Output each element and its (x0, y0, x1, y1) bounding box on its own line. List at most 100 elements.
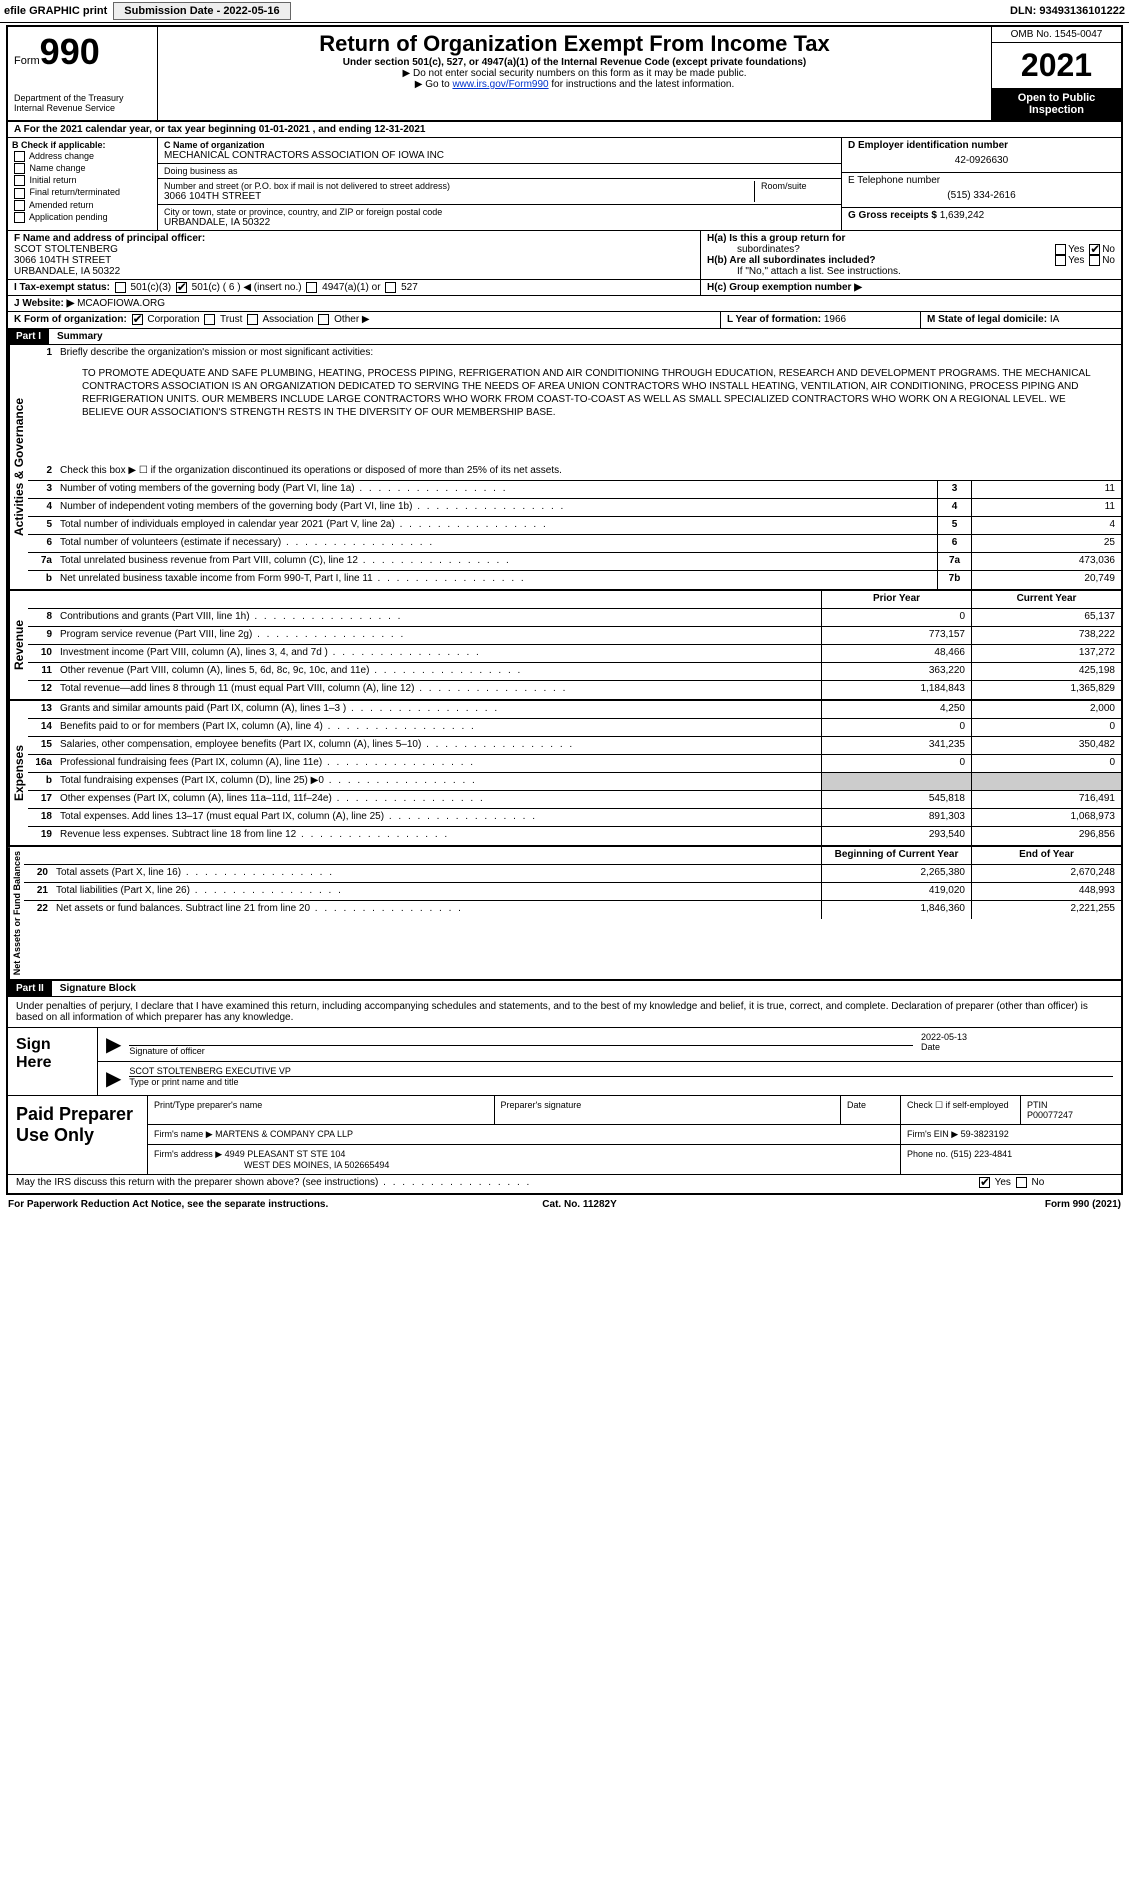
e-label: E Telephone number (848, 175, 1115, 186)
i-501c-checkbox[interactable] (176, 282, 187, 293)
b-header: B Check if applicable: (12, 140, 153, 150)
prior-year-header: Prior Year (821, 591, 971, 608)
discuss-text: May the IRS discuss this return with the… (8, 1175, 971, 1193)
row-a: A For the 2021 calendar year, or tax yea… (8, 122, 1121, 138)
ha-label2: subordinates? (707, 244, 800, 255)
arrow-icon: ▶ (106, 1032, 121, 1057)
part2-badge: Part II (8, 981, 52, 996)
k-assoc-checkbox[interactable] (247, 314, 258, 325)
gross-receipts: 1,639,242 (940, 210, 985, 221)
section-k: K Form of organization: Corporation Trus… (8, 312, 721, 327)
sig-officer-label: Signature of officer (129, 1046, 913, 1056)
row-fh: F Name and address of principal officer:… (8, 231, 1121, 280)
firm-ein-label: Firm's EIN ▶ (907, 1129, 958, 1139)
form-number: 990 (40, 31, 100, 72)
k-corp-checkbox[interactable] (132, 314, 143, 325)
org-name: MECHANICAL CONTRACTORS ASSOCIATION OF IO… (164, 150, 835, 161)
footer-mid: Cat. No. 11282Y (542, 1199, 616, 1210)
tax-year: 2021 (992, 43, 1121, 88)
section-b: B Check if applicable: Address change Na… (8, 138, 158, 230)
sig-date-label: Date (921, 1042, 1113, 1052)
block-bc: B Check if applicable: Address change Na… (8, 138, 1121, 231)
city-value: URBANDALE, IA 50322 (164, 217, 835, 228)
line-10: 10 Investment income (Part VIII, column … (28, 645, 1121, 663)
activities-governance-section: Activities & Governance 1 Briefly descri… (8, 345, 1121, 591)
revenue-section: Revenue Prior Year Current Year 8 Contri… (8, 591, 1121, 701)
firm-addr1: 4949 PLEASANT ST STE 104 (225, 1149, 346, 1159)
section-h: H(a) Is this a group return for subordin… (701, 231, 1121, 279)
dba-label: Doing business as (164, 166, 835, 176)
line-b: b Net unrelated business taxable income … (28, 571, 1121, 589)
submission-date-button[interactable]: Submission Date - 2022-05-16 (113, 2, 290, 20)
website-value: MCAOFIOWA.ORG (77, 298, 165, 309)
b-opt-1[interactable]: Name change (12, 163, 153, 174)
line-b: b Total fundraising expenses (Part IX, c… (28, 773, 1121, 791)
hb-note: If "No," attach a list. See instructions… (707, 266, 1115, 277)
line-17: 17 Other expenses (Part IX, column (A), … (28, 791, 1121, 809)
declaration-text: Under penalties of perjury, I declare th… (8, 997, 1121, 1028)
sig-date-value: 2022-05-13 (921, 1032, 1113, 1042)
irs-link[interactable]: www.irs.gov/Form990 (452, 79, 548, 90)
expenses-section: Expenses 13 Grants and similar amounts p… (8, 701, 1121, 847)
paid-preparer-row: Paid Preparer Use Only Print/Type prepar… (8, 1096, 1121, 1175)
header-center: Return of Organization Exempt From Incom… (158, 27, 991, 120)
line-6: 6 Total number of volunteers (estimate i… (28, 535, 1121, 553)
b-opt-2[interactable]: Initial return (12, 175, 153, 186)
part1-title: Summary (49, 329, 111, 344)
line-8: 8 Contributions and grants (Part VIII, l… (28, 609, 1121, 627)
b-opt-4[interactable]: Amended return (12, 200, 153, 211)
row-j: J Website: ▶ MCAOFIOWA.ORG (8, 296, 1121, 312)
open-inspection: Open to Public Inspection (992, 88, 1121, 120)
form-title: Return of Organization Exempt From Incom… (166, 31, 983, 57)
ha-no-checkbox[interactable] (1089, 244, 1100, 255)
b-opt-0[interactable]: Address change (12, 151, 153, 162)
firm-name-label: Firm's name ▶ (154, 1129, 213, 1139)
discuss-no-checkbox[interactable] (1016, 1177, 1027, 1188)
paid-preparer-label: Paid Preparer Use Only (8, 1096, 148, 1174)
subtitle-3: ▶ Go to www.irs.gov/Form990 for instruct… (166, 79, 983, 90)
part2-header-row: Part II Signature Block (8, 981, 1121, 997)
k-label: K Form of organization: (14, 315, 127, 326)
line2-text: Check this box ▶ ☐ if the organization d… (56, 463, 1121, 480)
efile-label: efile GRAPHIC print (4, 5, 107, 17)
firm-ein-value: 59-3823192 (961, 1129, 1009, 1139)
k-trust-checkbox[interactable] (204, 314, 215, 325)
header-row: Form990 Department of the Treasury Inter… (8, 27, 1121, 122)
l-label: L Year of formation: (727, 314, 821, 325)
section-de: D Employer identification number 42-0926… (841, 138, 1121, 230)
b-opt-5[interactable]: Application pending (12, 212, 153, 223)
street-address: 3066 104TH STREET (164, 191, 748, 202)
irs-label: Internal Revenue Service (14, 103, 151, 113)
sig-type-label: Type or print name and title (129, 1077, 1113, 1087)
firm-phone-label: Phone no. (907, 1149, 948, 1159)
line-22: 22 Net assets or fund balances. Subtract… (24, 901, 1121, 919)
i-501c3-checkbox[interactable] (115, 282, 126, 293)
section-m: M State of legal domicile: IA (921, 312, 1121, 327)
line-4: 4 Number of independent voting members o… (28, 499, 1121, 517)
header-right: OMB No. 1545-0047 2021 Open to Public In… (991, 27, 1121, 120)
line-9: 9 Program service revenue (Part VIII, li… (28, 627, 1121, 645)
discuss-yes-checkbox[interactable] (979, 1177, 990, 1188)
dln-label: DLN: 93493136101222 (1010, 5, 1125, 17)
year-formation: 1966 (824, 314, 846, 325)
page-footer: For Paperwork Reduction Act Notice, see … (0, 1197, 1129, 1212)
firm-name-value: MARTENS & COMPANY CPA LLP (215, 1129, 353, 1139)
row-klm: K Form of organization: Corporation Trus… (8, 312, 1121, 328)
subtitle-1: Under section 501(c), 527, or 4947(a)(1)… (166, 57, 983, 68)
i-527-checkbox[interactable] (385, 282, 396, 293)
hb-yes-checkbox[interactable] (1055, 255, 1066, 266)
line-20: 20 Total assets (Part X, line 16) 2,265,… (24, 865, 1121, 883)
line-21: 21 Total liabilities (Part X, line 26) 4… (24, 883, 1121, 901)
b-opt-3[interactable]: Final return/terminated (12, 187, 153, 198)
ha-yes-checkbox[interactable] (1055, 244, 1066, 255)
footer-right: Form 990 (2021) (1045, 1199, 1121, 1210)
line-19: 19 Revenue less expenses. Subtract line … (28, 827, 1121, 845)
hc-label: H(c) Group exemption number ▶ (707, 282, 862, 293)
k-other-checkbox[interactable] (318, 314, 329, 325)
line-11: 11 Other revenue (Part VIII, column (A),… (28, 663, 1121, 681)
hb-no-checkbox[interactable] (1089, 255, 1100, 266)
line-18: 18 Total expenses. Add lines 13–17 (must… (28, 809, 1121, 827)
line-15: 15 Salaries, other compensation, employe… (28, 737, 1121, 755)
i-4947-checkbox[interactable] (306, 282, 317, 293)
firm-phone-value: (515) 223-4841 (951, 1149, 1013, 1159)
